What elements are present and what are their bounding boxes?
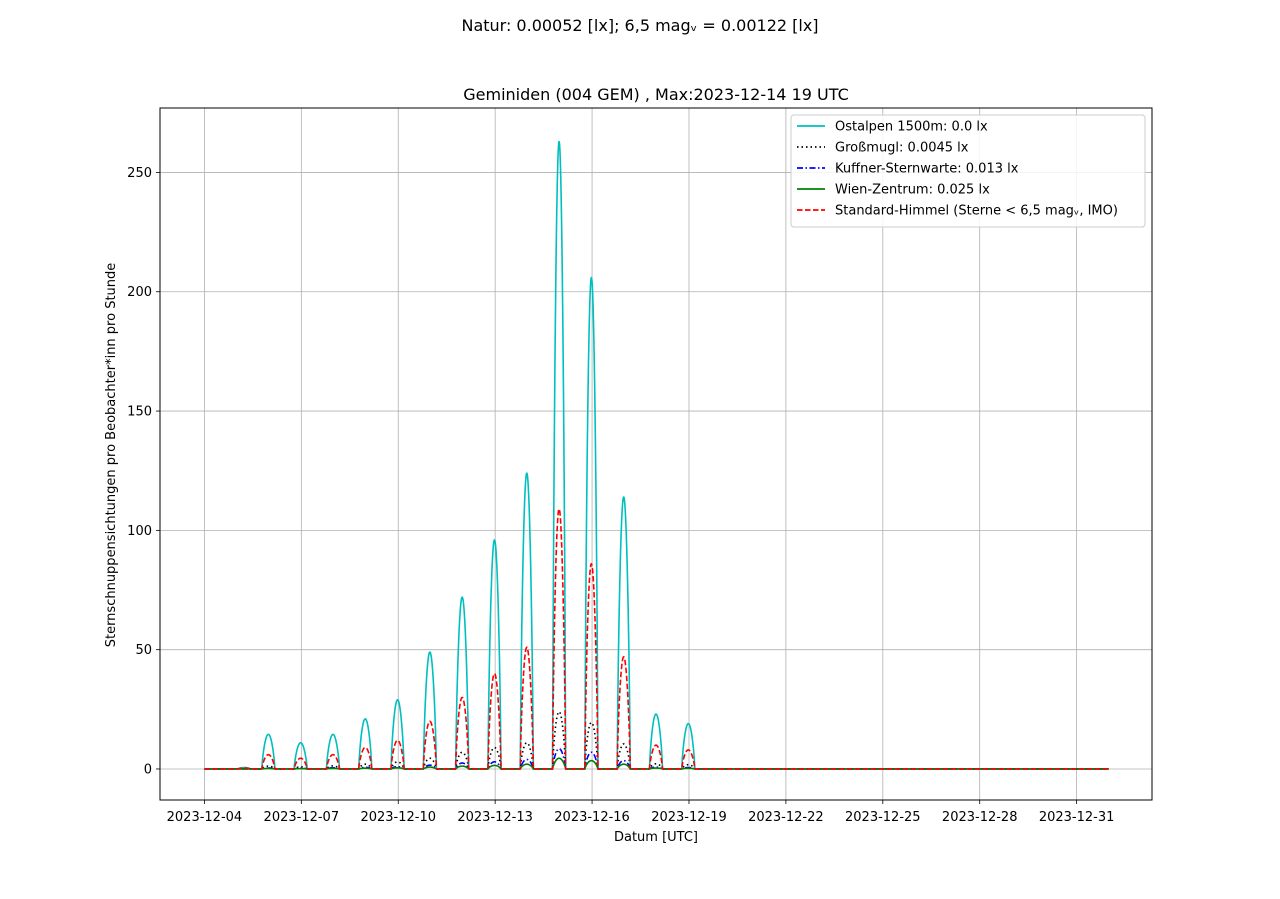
series-line-1 — [203, 140, 1110, 770]
legend-label-1: Ostalpen 1500m: 0.0 lx — [835, 120, 988, 135]
figure-suptitle: Natur: 0.00052 [lx]; 6,5 magᵥ = 0.00122 … — [461, 16, 819, 35]
x-tick-label: 2023-12-19 — [651, 810, 727, 825]
x-axis-label: Datum [UTC] — [614, 830, 698, 845]
y-axis-ticks: 0 50 100 150 200 250 — [127, 166, 160, 777]
x-tick-label: 2023-12-22 — [748, 810, 824, 825]
legend-label-4: Wien-Zentrum: 0.025 lx — [835, 183, 990, 198]
legend-label-2: Großmugl: 0.0045 lx — [835, 141, 969, 156]
legend-label-3: Kuffner-Sternwarte: 0.013 lx — [835, 162, 1019, 177]
legend-box — [790, 114, 1146, 228]
legend-label-5: Standard-Himmel (Sterne < 6,5 magᵥ, IMO) — [835, 204, 1118, 219]
y-tick-label: 0 — [144, 762, 152, 777]
x-tick-label: 2023-12-31 — [1039, 810, 1115, 825]
plot-frame — [159, 107, 1153, 801]
y-tick-label: 150 — [127, 405, 152, 420]
chart-title: Geminiden (004 GEM) , Max:2023-12-14 19 … — [463, 85, 848, 104]
y-tick-label: 250 — [127, 166, 152, 181]
y-tick-label: 200 — [127, 285, 152, 300]
x-tick-label: 2023-12-10 — [360, 810, 436, 825]
series-line-5 — [203, 508, 1110, 770]
x-tick-label: 2023-12-28 — [942, 810, 1018, 825]
x-tick-label: 2023-12-25 — [845, 810, 921, 825]
series-line-2 — [203, 710, 1110, 770]
y-axis-label: Sternschnuppensichtungen pro Beobachter*… — [104, 263, 119, 648]
x-axis-ticks: 2023-12-04 2023-12-07 2023-12-10 2023-12-13… — [167, 800, 1115, 825]
legend: Ostalpen 1500m: 0.0 lx Großmugl: 0.0045 l… — [790, 114, 1146, 228]
x-tick-label: 2023-12-13 — [457, 810, 533, 825]
x-tick-label: 2023-12-07 — [264, 810, 340, 825]
y-tick-label: 100 — [127, 524, 152, 539]
y-tick-label: 50 — [135, 643, 152, 658]
series-lines — [203, 140, 1110, 770]
x-tick-label: 2023-12-16 — [554, 810, 630, 825]
x-tick-label: 2023-12-04 — [167, 810, 243, 825]
